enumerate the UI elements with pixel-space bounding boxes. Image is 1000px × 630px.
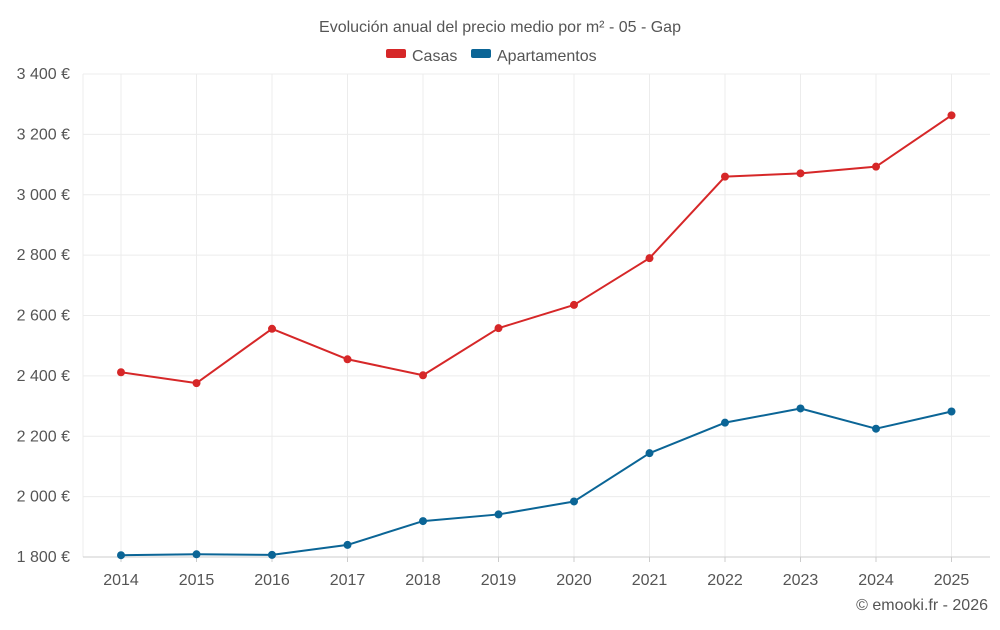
chart-title: Evolución anual del precio medio por m² … — [319, 19, 681, 36]
data-point-casas-2025[interactable] — [947, 111, 956, 120]
x-tick-label: 2018 — [405, 572, 441, 589]
credit-text: © emooki.fr - 2026 — [856, 597, 988, 614]
legend-swatch-apartamentos — [471, 49, 491, 58]
legend-label-casas: Casas — [412, 48, 457, 65]
data-point-apartamentos-2015[interactable] — [192, 550, 201, 559]
data-point-apartamentos-2014[interactable] — [117, 551, 125, 560]
y-tick-label: 3 000 € — [17, 187, 70, 204]
series-line-apartamentos — [120, 407, 952, 557]
x-tick-label: 2019 — [481, 572, 517, 589]
grid — [82, 73, 990, 558]
x-tick-label: 2014 — [103, 572, 139, 589]
data-point-apartamentos-2021[interactable] — [645, 449, 654, 458]
y-tick-label: 2 200 € — [17, 428, 70, 445]
data-point-casas-2018[interactable] — [419, 371, 427, 380]
y-tick-label: 2 400 € — [17, 368, 70, 385]
data-point-casas-2017[interactable] — [343, 355, 352, 364]
data-point-apartamentos-2024[interactable] — [872, 424, 880, 433]
data-point-apartamentos-2016[interactable] — [268, 550, 276, 559]
x-tick-label: 2016 — [254, 572, 290, 589]
series — [117, 111, 956, 560]
x-tick-label: 2025 — [934, 572, 970, 589]
series-line-casas — [120, 114, 953, 385]
data-point-casas-2022[interactable] — [721, 172, 729, 181]
legend: Casas Apartamentos — [386, 48, 597, 65]
data-point-casas-2014[interactable] — [117, 368, 125, 377]
y-tick-label: 3 400 € — [17, 66, 70, 83]
axes: 1 800 € 2 000 € 2 200 € 2 400 € 2 600 € 2 800… — [17, 66, 990, 589]
x-tick-label: 2020 — [556, 572, 592, 589]
y-tick-label: 2 800 € — [17, 247, 70, 264]
y-tick-label: 3 200 € — [17, 126, 70, 143]
legend-item-apartamentos[interactable]: Apartamentos — [471, 48, 597, 65]
data-point-apartamentos-2022[interactable] — [721, 418, 729, 427]
legend-label-apartamentos: Apartamentos — [497, 48, 597, 65]
y-tick-label: 2 600 € — [17, 308, 70, 325]
x-tick-label: 2024 — [858, 572, 894, 589]
data-point-casas-2019[interactable] — [494, 324, 503, 333]
x-tick-label: 2021 — [632, 572, 668, 589]
x-tick-label: 2022 — [707, 572, 743, 589]
data-point-apartamentos-2018[interactable] — [419, 517, 427, 526]
data-point-apartamentos-2017[interactable] — [343, 540, 352, 549]
x-tick-label: 2015 — [179, 572, 215, 589]
data-point-apartamentos-2020[interactable] — [570, 497, 578, 506]
data-point-casas-2015[interactable] — [192, 379, 201, 388]
y-tick-label: 1 800 € — [17, 549, 70, 566]
data-point-apartamentos-2025[interactable] — [947, 407, 956, 416]
data-point-casas-2021[interactable] — [645, 254, 654, 263]
data-point-casas-2023[interactable] — [796, 169, 805, 178]
x-tick-label: 2017 — [330, 572, 366, 589]
data-point-apartamentos-2023[interactable] — [796, 404, 805, 413]
data-point-casas-2024[interactable] — [872, 162, 880, 171]
y-tick-label: 2 000 € — [17, 489, 70, 506]
data-point-casas-2020[interactable] — [570, 300, 578, 309]
x-tick-label: 2023 — [783, 572, 819, 589]
data-point-apartamentos-2019[interactable] — [494, 510, 503, 519]
data-point-casas-2016[interactable] — [268, 324, 276, 333]
legend-item-casas[interactable]: Casas — [386, 48, 457, 65]
legend-swatch-casas — [386, 49, 406, 58]
